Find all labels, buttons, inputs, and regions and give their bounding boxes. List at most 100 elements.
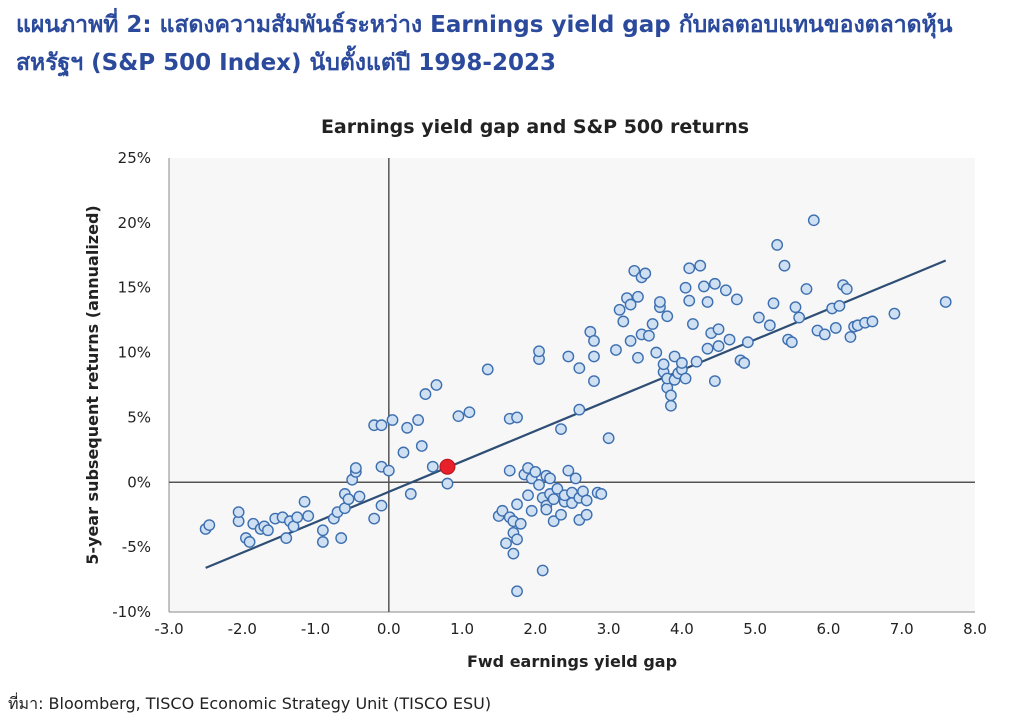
x-tick-label: -3.0 [154,620,183,638]
scatter-point [866,315,879,328]
scatter-point [829,322,842,334]
scatter-point [511,585,523,598]
chart-title: Earnings yield gap and S&P 500 returns [321,116,749,138]
y-tick-label: 5% [127,408,151,426]
x-tick-label: 4.0 [670,620,694,638]
x-tick-label: -2.0 [228,620,257,638]
scatter-point [690,355,703,368]
scatter-point [844,331,857,343]
page-heading: แผนภาพที่ 2: แสดงความสัมพันธ์ระหว่าง Ear… [16,6,1016,82]
scatter-point [511,533,523,546]
scatter-point [679,281,692,294]
scatter-point [397,446,410,459]
scatter-point [547,515,560,528]
scatter-point [712,323,725,336]
x-tick-label: 5.0 [743,620,767,638]
y-tick-label: -5% [122,538,151,556]
scatter-point [540,503,553,516]
scatter-point [302,510,315,522]
scatter-point [588,375,600,388]
scatter-point [668,350,681,363]
scatter-point [401,421,414,434]
x-tick-label: 3.0 [597,620,621,638]
scatter-point [441,477,454,490]
scatter-point [632,351,644,364]
scatter-point [298,495,311,508]
scatter-point [463,406,476,419]
scatter-point [573,362,586,375]
scatter-point [529,466,542,478]
scatter-point [613,303,626,316]
scatter-point [694,259,707,272]
scatter-point [628,264,641,277]
x-axis-label: Fwd earnings yield gap [467,652,677,671]
scatter-point [624,298,637,311]
scatter-point [738,357,751,369]
y-tick-label: 0% [127,473,151,491]
scatter-point [426,460,439,473]
y-tick-label: 10% [118,344,151,362]
scatter-point [763,319,776,332]
scatter-point [771,239,784,251]
scatter-point [580,494,593,507]
scatter-point [511,498,523,511]
scatter-point [562,350,575,363]
scatter-point [679,372,692,385]
scatter-point [580,508,593,521]
source-note: ที่มา: Bloomberg, TISCO Economic Strateg… [8,694,492,713]
scatter-point [888,307,901,320]
scatter-point [708,277,721,290]
scatter-point [375,499,388,512]
y-tick-label: -10% [112,603,151,621]
scatter-point [632,290,644,303]
x-tick-label: 1.0 [450,620,474,638]
scatter-point [778,259,791,272]
scatter-point [730,293,743,306]
scatter-point [683,262,696,275]
scatter-point [243,536,256,548]
scatter-point [562,464,575,477]
scatter-point [588,334,600,347]
scatter-point [793,311,806,324]
scatter-point [368,512,381,525]
data-points [199,214,952,598]
scatter-point [639,267,652,280]
scatter-point [723,333,736,346]
y-tick-label: 20% [118,214,151,232]
scatter-chart: Earnings yield gap and S&P 500 returns -… [83,116,987,671]
scatter-point [712,340,725,352]
scatter-point [661,310,674,323]
scatter-point [514,517,527,530]
scatter-point [551,482,564,495]
highlight-point [439,458,456,475]
scatter-point [719,284,732,297]
scatter-point [701,342,714,355]
scatter-point [741,336,754,349]
scatter-point [503,464,516,477]
y-axis-label: 5-year subsequent returns (annualized) [83,205,102,565]
scatter-point [624,334,637,347]
scatter-point [316,536,329,548]
scatter-point [807,214,820,227]
scatter-point [840,283,853,295]
scatter-point [232,506,245,519]
scatter-point [544,472,556,485]
scatter-point [555,423,567,436]
scatter-point [665,399,677,412]
scatter-point [789,301,802,314]
scatter-point [646,318,659,330]
plot-area [169,158,975,612]
scatter-point [452,410,465,423]
scatter-point [511,411,523,424]
x-tick-label: 2.0 [523,620,547,638]
scatter-point [657,358,670,371]
scatter-point [533,478,545,491]
x-tick-label: -1.0 [301,620,330,638]
scatter-point [525,504,538,517]
scatter-point [481,363,494,376]
scatter-point [939,296,952,308]
y-tick-label: 25% [118,149,151,167]
scatter-point [833,299,846,312]
scatter-point [386,414,399,426]
scatter-point [375,419,388,432]
